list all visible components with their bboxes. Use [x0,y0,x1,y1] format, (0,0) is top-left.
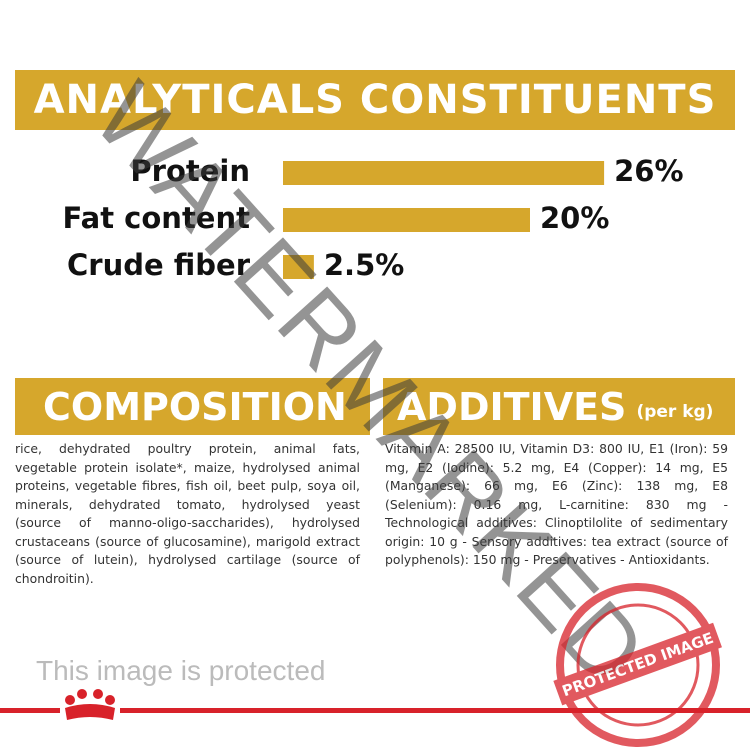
bar [283,255,314,279]
bar [283,161,605,185]
composition-title: COMPOSITION [15,378,370,435]
value-label: 20% [540,201,609,235]
notice: This image is protected [36,655,326,686]
additives-header: ADDITIVES (per kg) [383,378,735,435]
category-label: Protein [130,154,250,188]
category-label: Crude fiber [67,248,251,282]
additives-text: Vitamin A: 28500 IU, Vitamin D3: 800 IU,… [385,441,728,567]
red-rule [0,708,750,713]
bar [283,208,530,232]
composition-text: rice, dehydrated poultry protein, animal… [15,441,360,586]
value-label: 26% [614,154,683,188]
stamp: PROTECTED IMAGE [553,583,722,747]
analytics-title: ANALYTICALS CONSTITUENTS [15,70,735,130]
value-label: 2.5% [324,248,404,282]
crown-logo [60,689,120,722]
additives-subtitle: (per kg) [636,401,714,422]
bar-chart: Protein 26% Fat content 20% Crude fiber 2.5% [63,154,684,282]
additives-title: ADDITIVES [397,384,627,429]
category-label: Fat content [63,201,251,235]
